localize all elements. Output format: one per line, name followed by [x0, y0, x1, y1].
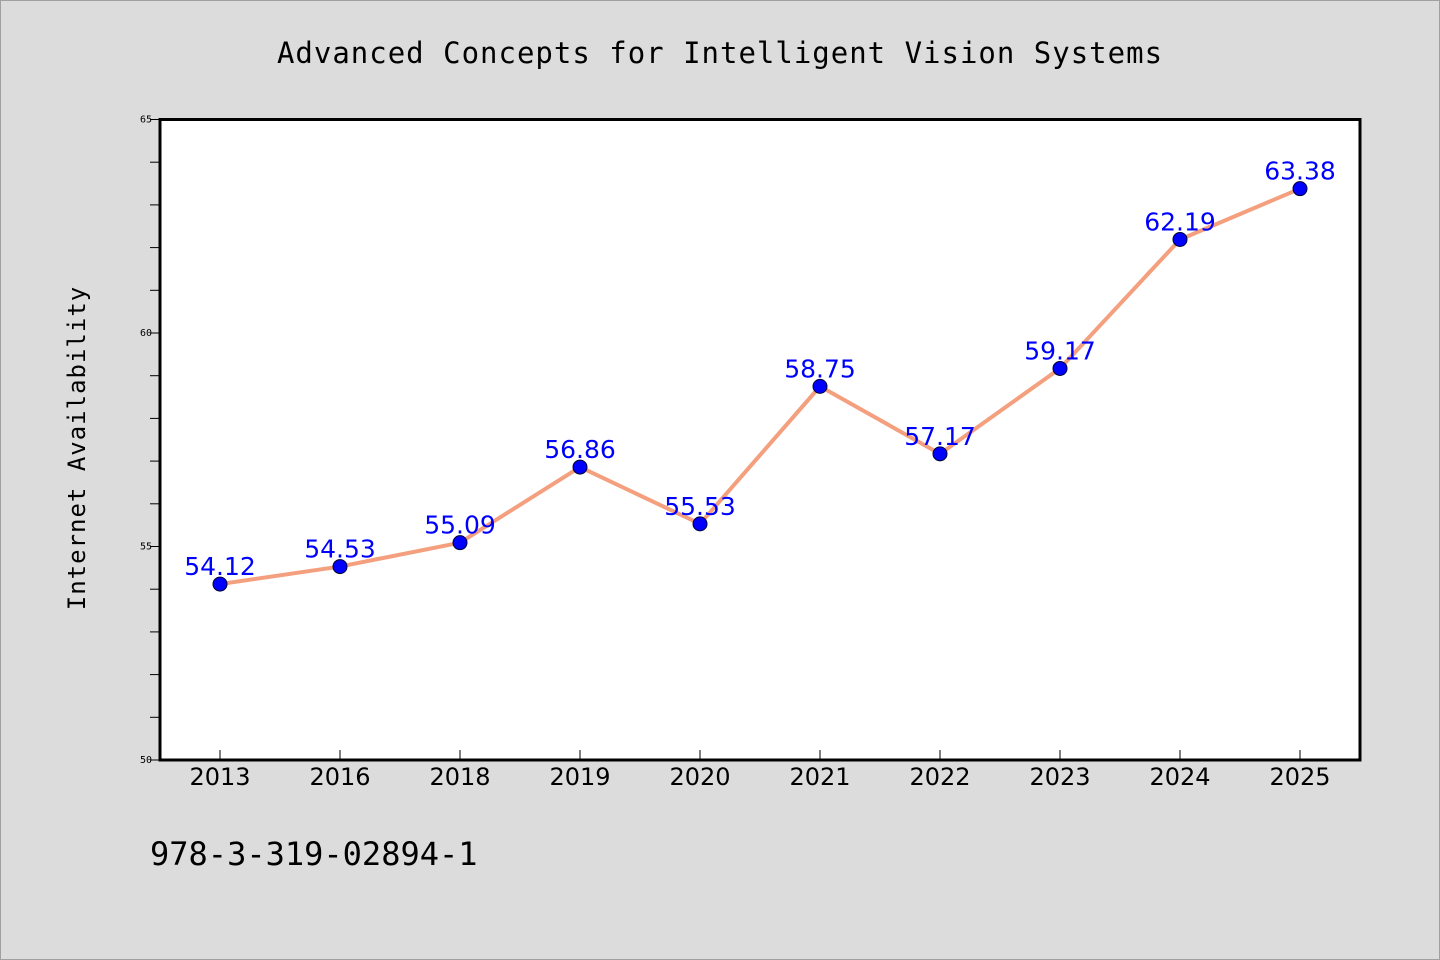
x-tick-label: 2022 — [909, 763, 970, 791]
data-markers — [212, 181, 1308, 592]
y-tick-label: 55 — [140, 542, 152, 553]
x-tick-label: 2023 — [1029, 763, 1090, 791]
data-point — [1172, 231, 1188, 247]
isbn-footer: 978-3-319-02894-1 — [150, 835, 478, 873]
data-point — [1292, 181, 1308, 197]
y-axis-ticks: 50 55 60 65 — [140, 115, 160, 766]
data-label: 57.17 — [904, 422, 976, 451]
data-label: 63.38 — [1264, 157, 1336, 186]
data-label: 59.17 — [1024, 336, 1096, 365]
x-tick-label: 2016 — [309, 763, 370, 791]
y-axis-label: Internet Availability — [63, 286, 91, 610]
data-point — [572, 459, 588, 475]
data-label: 58.75 — [784, 354, 856, 383]
x-tick-label: 2025 — [1269, 763, 1330, 791]
series-line — [218, 186, 1302, 587]
data-point — [212, 576, 228, 592]
data-label: 55.09 — [424, 511, 496, 540]
data-label: 56.86 — [544, 435, 616, 464]
series-line-group — [218, 186, 1302, 587]
plot-area — [158, 118, 1362, 762]
x-tick-label: 2013 — [189, 763, 250, 791]
y-tick-label: 50 — [140, 755, 152, 766]
chart-title: Advanced Concepts for Intelligent Vision… — [277, 36, 1163, 70]
y-tick-label: 65 — [140, 115, 152, 126]
x-tick-label: 2019 — [549, 763, 610, 791]
data-label: 62.19 — [1144, 207, 1216, 236]
data-label: 55.53 — [664, 492, 736, 521]
data-point — [692, 516, 708, 532]
data-labels: 54.12 54.53 55.09 56.86 55.53 58.75 57.17 59.17… — [184, 157, 1336, 581]
x-tick-label: 2018 — [429, 763, 490, 791]
data-label: 54.53 — [304, 535, 376, 564]
data-point — [332, 559, 348, 575]
data-point — [932, 446, 948, 462]
data-point — [812, 378, 828, 394]
x-axis-ticks: 2013 2016 2018 2019 2020 2021 2022 2023 2024 2025 — [189, 750, 1331, 791]
data-point — [1052, 360, 1068, 376]
y-tick-label: 60 — [140, 328, 152, 339]
data-label: 54.12 — [184, 552, 256, 581]
x-tick-label: 2021 — [789, 763, 850, 791]
x-tick-label: 2020 — [669, 763, 730, 791]
x-tick-label: 2024 — [1149, 763, 1210, 791]
data-point — [452, 535, 468, 551]
